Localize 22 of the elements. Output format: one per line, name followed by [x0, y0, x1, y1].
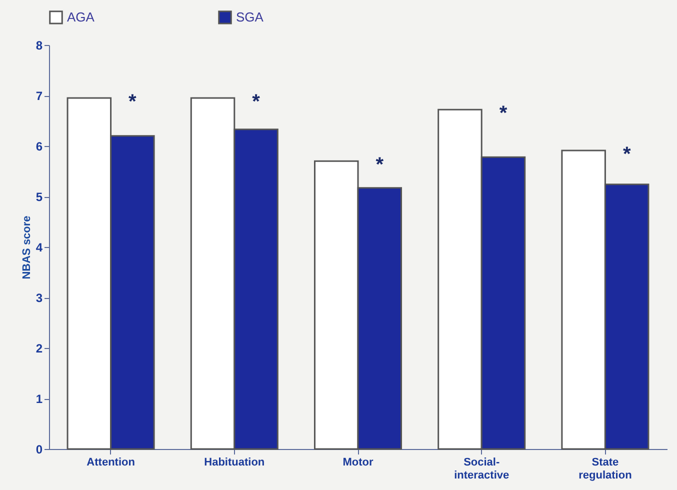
annotation: * [376, 154, 384, 176]
x-tick-label: State regulation [578, 456, 632, 482]
y-axis-title: NBAS score [20, 216, 33, 280]
y-tick-label: 0 [36, 442, 43, 456]
x-tick-label: Habituation [204, 456, 265, 468]
x-tick-label: Attention [86, 456, 136, 468]
x-tick-label: Social- interactive [454, 456, 510, 482]
annotation: * [499, 102, 508, 125]
x-tick-label: Motor [342, 456, 374, 468]
annotation: * [128, 91, 137, 114]
y-tick-label: 2 [36, 342, 43, 356]
y-tick-label: 3 [36, 291, 43, 305]
y-tick-label: 5 [36, 190, 43, 204]
annotation: * [622, 144, 631, 166]
y-tick-label: 8 [36, 38, 43, 52]
annotation: * [252, 91, 260, 114]
legend-label: AGA [67, 9, 95, 24]
y-tick-label: 1 [36, 392, 43, 406]
y-tick-label: 6 [36, 140, 43, 154]
y-tick-label: 7 [36, 89, 43, 103]
legend-label: SGA [236, 9, 264, 24]
y-tick-label: 4 [36, 240, 43, 254]
